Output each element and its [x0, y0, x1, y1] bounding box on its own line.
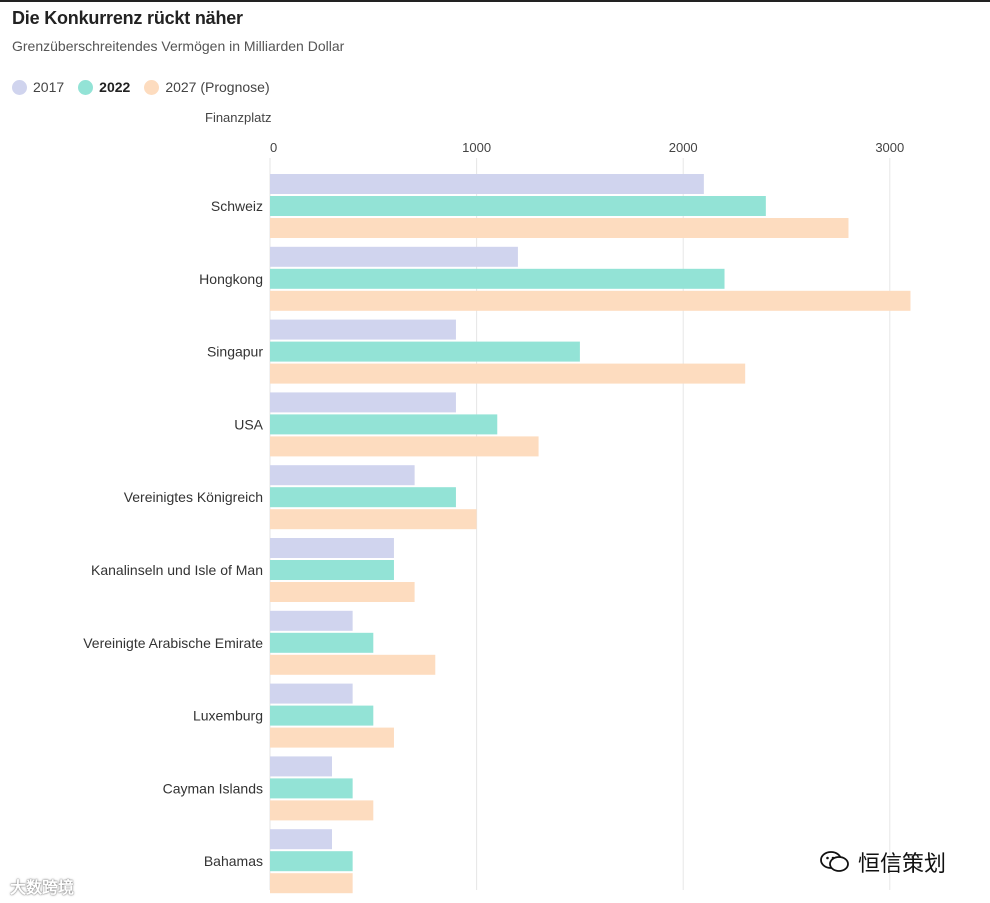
legend-item-2017: 2017: [12, 79, 64, 95]
category-label-1: Schweiz: [211, 198, 263, 214]
bar-6-2027: [270, 582, 415, 602]
legend-label-2017: 2017: [33, 79, 65, 95]
legend-label-2022: 2022: [99, 79, 131, 95]
bar-2-2027: [270, 290, 911, 311]
category-label-10: Bahamas: [204, 853, 263, 869]
bar-2-2017: [270, 246, 518, 267]
category-label-7: Vereinigte Arabische Emirate: [83, 635, 263, 651]
bar-7-2017: [270, 610, 353, 631]
bar-1-2017: [270, 174, 704, 194]
top-rule: [0, 0, 990, 2]
bar-9-2027: [270, 800, 374, 821]
bar-6-2017: [270, 538, 394, 558]
legend-item-2027: 2027 (Prognose): [144, 79, 270, 95]
category-label-4: USA: [234, 416, 263, 432]
bar-5-2022: [270, 487, 456, 508]
bar-8-2027: [270, 727, 394, 748]
legend-swatch-2017: [12, 79, 27, 95]
bar-5-2017: [270, 465, 415, 486]
bar-1-2022: [270, 196, 766, 216]
bar-7-2027: [270, 654, 436, 675]
bar-6-2022: [270, 560, 394, 580]
chart-subtitle: Grenzüberschreitendes Vermögen in Millia…: [12, 38, 345, 54]
wechat-icon: [820, 850, 850, 874]
category-label-6: Kanalinseln und Isle of Man: [91, 562, 263, 578]
bar-4-2017: [270, 392, 456, 413]
x-tick-label-2000: 2000: [669, 140, 698, 155]
legend-swatch-2027: [144, 79, 160, 95]
bar-10-2027: [270, 873, 353, 894]
bar-9-2017: [270, 756, 332, 777]
bar-8-2017: [270, 683, 353, 704]
watermark-right: 恒信策划: [820, 846, 946, 878]
bar-9-2022: [270, 778, 353, 799]
watermark-right-text: 恒信策划: [858, 851, 947, 876]
bar-3-2027: [270, 363, 746, 384]
category-label-9: Cayman Islands: [163, 780, 263, 796]
chart-title: Die Konkurrenz rückt näher: [12, 8, 243, 28]
category-label-8: Luxemburg: [193, 708, 263, 724]
bar-2-2022: [270, 268, 725, 289]
category-label-2: Hongkong: [199, 271, 263, 287]
x-tick-label-3000: 3000: [875, 140, 904, 155]
legend-swatch-2022: [78, 79, 94, 95]
bar-4-2027: [270, 436, 539, 457]
watermark-left: 大数跨境: [10, 880, 75, 897]
bar-10-2022: [270, 851, 353, 872]
bar-5-2027: [270, 509, 477, 530]
axis-title: Finanzplatz: [205, 110, 272, 125]
bar-3-2017: [270, 319, 456, 340]
x-tick-label-0: 0: [270, 140, 277, 155]
bar-8-2022: [270, 705, 374, 726]
legend-label-2027: 2027 (Prognose): [165, 79, 270, 95]
category-label-3: Singapur: [207, 344, 263, 360]
category-label-5: Vereinigtes Königreich: [124, 489, 263, 505]
bar-10-2017: [270, 829, 332, 850]
legend-item-2022: 2022: [78, 79, 130, 95]
bar-4-2022: [270, 414, 498, 435]
x-tick-label-1000: 1000: [462, 140, 491, 155]
bar-7-2022: [270, 632, 374, 653]
bar-3-2022: [270, 341, 580, 362]
legend: 2017 2022 2027 (Prognose): [12, 79, 284, 95]
bar-1-2027: [270, 218, 849, 238]
